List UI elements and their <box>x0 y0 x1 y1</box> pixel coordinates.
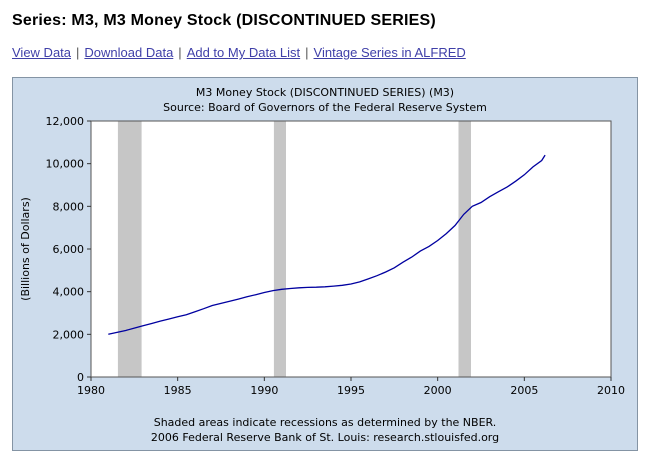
link-view-data[interactable]: View Data <box>12 45 72 60</box>
series-actions: View Data | Download Data | Add to My Data L… <box>12 45 638 60</box>
link-separator: | <box>178 45 182 60</box>
page-title: Series: M3, M3 Money Stock (DISCONTINUED… <box>12 12 436 29</box>
svg-text:1985: 1985 <box>164 384 192 397</box>
svg-text:8,000: 8,000 <box>53 200 85 213</box>
chart-panel: M3 Money Stock (DISCONTINUED SERIES) (M3… <box>12 77 638 451</box>
link-add-to-data-list[interactable]: Add to My Data List <box>186 45 301 60</box>
chart-footnote-source: 2006 Federal Reserve Bank of St. Louis: … <box>150 431 500 444</box>
chart-subtitle: Source: Board of Governors of the Federa… <box>163 101 487 114</box>
link-download-data[interactable]: Download Data <box>84 45 174 60</box>
chart-title: M3 Money Stock (DISCONTINUED SERIES) (M3… <box>195 86 455 99</box>
svg-text:1990: 1990 <box>250 384 278 397</box>
svg-text:(Billions of Dollars): (Billions of Dollars) <box>19 197 32 301</box>
svg-text:12,000: 12,000 <box>46 115 85 128</box>
svg-text:1995: 1995 <box>337 384 365 397</box>
svg-text:0: 0 <box>77 371 84 384</box>
chart-footnote-recessions: Shaded areas indicate recessions as dete… <box>153 416 497 429</box>
link-separator: | <box>305 45 309 60</box>
link-separator: | <box>76 45 80 60</box>
svg-text:1980: 1980 <box>77 384 105 397</box>
svg-text:10,000: 10,000 <box>46 158 85 171</box>
link-vintage-series-alfred[interactable]: Vintage Series in ALFRED <box>313 45 466 60</box>
svg-text:4,000: 4,000 <box>53 286 85 299</box>
svg-text:2,000: 2,000 <box>53 328 85 341</box>
svg-text:6,000: 6,000 <box>53 243 85 256</box>
svg-text:2000: 2000 <box>424 384 452 397</box>
svg-text:2010: 2010 <box>597 384 625 397</box>
page: Series: M3, M3 Money Stock (DISCONTINUED… <box>12 12 638 451</box>
svg-text:2005: 2005 <box>510 384 538 397</box>
m3-line-chart: 0 2,000 4,000 6,000 8,000 10,000 12,000 1980 198… <box>19 115 625 397</box>
